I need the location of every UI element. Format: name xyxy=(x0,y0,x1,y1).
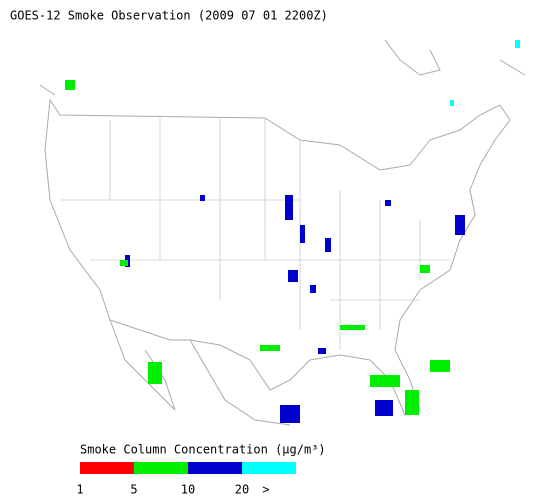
smoke-pixel xyxy=(515,40,520,48)
mexico-coast xyxy=(109,319,291,426)
legend-segment xyxy=(188,462,242,474)
state-lines xyxy=(60,118,450,350)
smoke-pixel xyxy=(420,265,430,273)
smoke xyxy=(125,195,465,423)
smoke-pixel xyxy=(288,270,298,282)
smoke xyxy=(450,40,520,106)
smoke-pixel xyxy=(148,362,162,384)
legend-segment xyxy=(80,462,134,474)
smoke-pixel xyxy=(260,345,280,351)
legend-tick-label: 10 xyxy=(181,483,195,497)
smoke-pixel xyxy=(318,348,326,354)
map xyxy=(39,39,526,426)
smoke-pixel xyxy=(325,238,331,252)
smoke-pixel xyxy=(455,215,465,235)
smoke-pixel xyxy=(300,225,305,243)
title: GOES-12 Smoke Observation (2009 07 01 22… xyxy=(10,9,328,23)
legend-segment xyxy=(242,462,296,474)
smoke-pixel xyxy=(200,195,205,201)
smoke-pixel xyxy=(450,100,454,106)
smoke-pixel xyxy=(340,325,365,330)
smoke-pixel xyxy=(405,390,419,415)
smoke-pixel xyxy=(385,200,391,206)
canada-coast xyxy=(39,39,526,96)
legend-tick-label: 1 xyxy=(76,483,83,497)
smoke xyxy=(65,80,450,415)
smoke-pixel xyxy=(310,285,316,293)
legend-tick-label: 20 xyxy=(235,483,249,497)
smoke-pixel xyxy=(370,375,400,387)
legend-overflow-label: > xyxy=(262,483,269,497)
legend-tick-label: 5 xyxy=(130,483,137,497)
legend-segment xyxy=(134,462,188,474)
smoke-pixel xyxy=(285,195,293,220)
smoke-pixel xyxy=(375,400,393,416)
smoke-pixel xyxy=(65,80,75,90)
smoke-pixel xyxy=(120,260,128,266)
legend-title: Smoke Column Concentration (μg/m³) xyxy=(80,443,326,457)
smoke-pixel xyxy=(280,405,300,423)
coastline xyxy=(44,98,511,416)
smoke-pixel xyxy=(430,360,450,372)
